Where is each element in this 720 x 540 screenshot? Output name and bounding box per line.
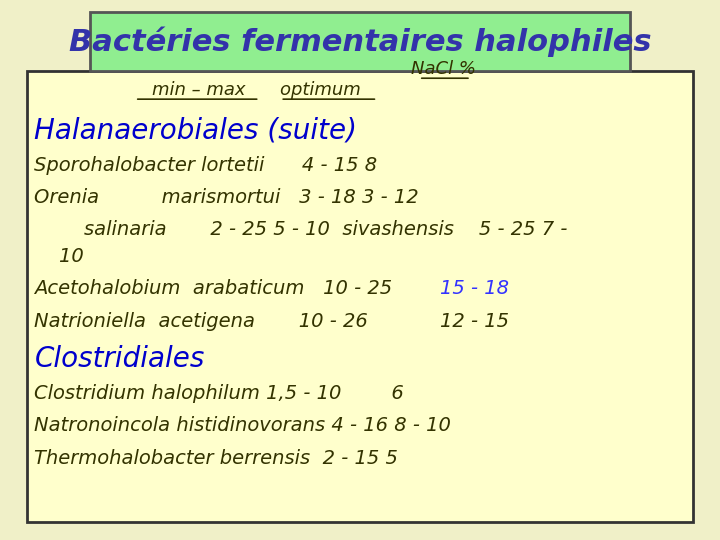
Text: Bactéries fermentaires halophiles: Bactéries fermentaires halophiles [68,26,652,57]
Text: Acetohalobium  arabaticum   10 - 25: Acetohalobium arabaticum 10 - 25 [35,279,392,298]
Text: Natronoincola histidinovorans 4 - 16 8 - 10: Natronoincola histidinovorans 4 - 16 8 -… [35,416,451,435]
Text: 10: 10 [35,247,84,266]
FancyBboxPatch shape [90,12,630,71]
FancyBboxPatch shape [27,71,693,523]
Text: Halanaerobiales (suite): Halanaerobiales (suite) [35,116,357,144]
Text: Thermohalobacter berrensis  2 - 15 5: Thermohalobacter berrensis 2 - 15 5 [35,449,398,468]
Text: Clostridiales: Clostridiales [35,345,204,373]
Text: 12 - 15: 12 - 15 [440,312,508,330]
Text: Natrioniella  acetigena       10 - 26: Natrioniella acetigena 10 - 26 [35,312,368,330]
Text: salinaria       2 - 25 5 - 10  sivashensis    5 - 25 7 -: salinaria 2 - 25 5 - 10 sivashensis 5 - … [35,220,568,239]
Text: Sporohalobacter lortetii      4 - 15 8: Sporohalobacter lortetii 4 - 15 8 [35,156,377,175]
Text: NaCl %: NaCl % [410,59,476,78]
Text: Orenia          marismortui   3 - 18 3 - 12: Orenia marismortui 3 - 18 3 - 12 [35,188,419,207]
Text: Clostridium halophilum 1,5 - 10        6: Clostridium halophilum 1,5 - 10 6 [35,384,404,403]
Text: 15 - 18: 15 - 18 [440,279,508,298]
Text: min – max      optimum: min – max optimum [152,81,361,99]
